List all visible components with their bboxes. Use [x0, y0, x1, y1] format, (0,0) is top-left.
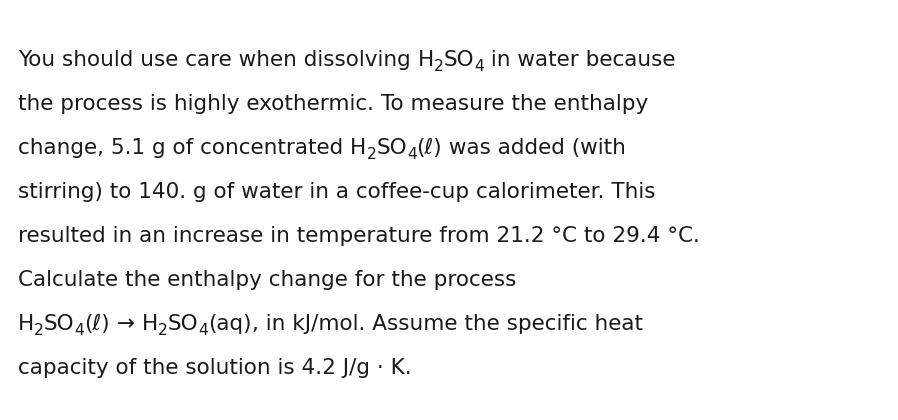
Text: resulted in an increase in temperature from 21.2 °C to 29.4 °C.: resulted in an increase in temperature f… — [18, 226, 700, 246]
Text: 2: 2 — [366, 147, 376, 162]
Text: 4: 4 — [75, 323, 84, 338]
Text: 2: 2 — [434, 59, 444, 74]
Text: 4: 4 — [407, 147, 417, 162]
Text: SO: SO — [376, 138, 407, 158]
Text: stirring) to 140. g of water in a coffee-cup calorimeter. This: stirring) to 140. g of water in a coffee… — [18, 182, 656, 202]
Text: (aq): (aq) — [208, 314, 251, 334]
Text: (ℓ): (ℓ) — [417, 138, 442, 158]
Text: in water because: in water because — [484, 50, 675, 70]
Text: 4: 4 — [198, 323, 208, 338]
Text: You should use care when dissolving: You should use care when dissolving — [18, 50, 418, 70]
Text: H: H — [142, 314, 158, 334]
Text: →: → — [110, 314, 142, 334]
Text: H: H — [350, 138, 366, 158]
Text: change, 5.1 g of concentrated: change, 5.1 g of concentrated — [18, 138, 350, 158]
Text: , in kJ/mol. Assume the specific heat: , in kJ/mol. Assume the specific heat — [251, 314, 643, 334]
Text: 2: 2 — [34, 323, 44, 338]
Text: 2: 2 — [158, 323, 168, 338]
Text: capacity of the solution is 4.2 J/g · K.: capacity of the solution is 4.2 J/g · K. — [18, 358, 411, 378]
Text: the process is highly exothermic. To measure the enthalpy: the process is highly exothermic. To mea… — [18, 94, 648, 114]
Text: (ℓ): (ℓ) — [84, 314, 110, 334]
Text: H: H — [18, 314, 34, 334]
Text: Calculate the enthalpy change for the process: Calculate the enthalpy change for the pr… — [18, 270, 516, 290]
Text: H: H — [418, 50, 434, 70]
Text: SO: SO — [444, 50, 474, 70]
Text: SO: SO — [44, 314, 75, 334]
Text: SO: SO — [168, 314, 198, 334]
Text: 4: 4 — [474, 59, 484, 74]
Text: was added (with: was added (with — [442, 138, 626, 158]
